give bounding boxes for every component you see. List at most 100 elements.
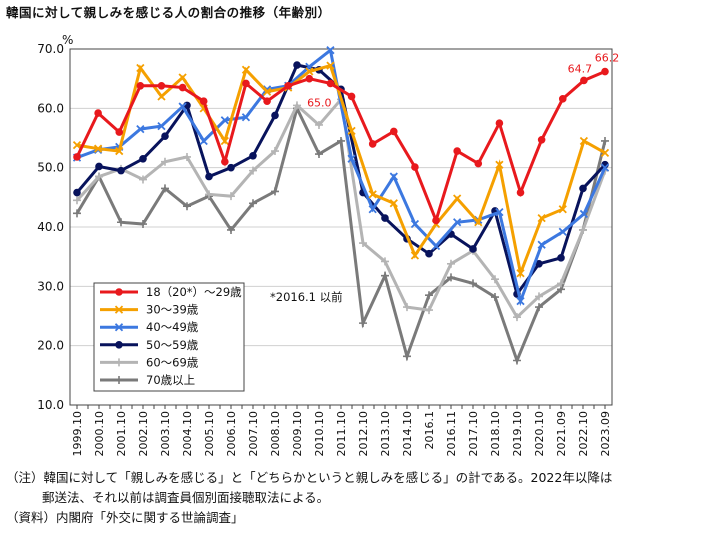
point-marker [447, 273, 455, 282]
y-axis-unit: % [62, 33, 73, 47]
x-tick-label: 2016.11 [445, 411, 458, 457]
point-marker [431, 241, 441, 251]
x-tick-label: 2003.10 [159, 411, 172, 457]
x-tick-label: 2002.10 [137, 411, 150, 457]
point-marker [241, 113, 251, 122]
x-tick-label: 2023.09 [599, 411, 612, 457]
point-marker [117, 166, 125, 175]
y-tick-label: 60.0 [37, 101, 64, 115]
point-marker [469, 279, 477, 288]
point-marker [95, 162, 103, 171]
legend-label: 30〜39歳 [146, 303, 199, 317]
point-marker [389, 199, 398, 208]
x-tick-label: 2004.10 [181, 411, 194, 457]
series-3 [72, 46, 610, 307]
series-group [72, 46, 610, 365]
point-marker [469, 245, 477, 253]
point-marker [271, 147, 279, 156]
data-label: 64.7 [568, 62, 593, 75]
point-marker [115, 341, 123, 349]
point-marker [161, 157, 169, 166]
point-marker [73, 153, 81, 161]
series-1 [73, 67, 609, 226]
x-tick-label: 2021.09 [555, 411, 568, 457]
point-marker [95, 172, 103, 181]
x-tick-label: 2019.10 [511, 411, 524, 457]
point-marker [557, 279, 565, 288]
point-marker [513, 356, 521, 365]
point-marker [513, 313, 521, 322]
x-tick-label: 2020.10 [533, 411, 546, 457]
point-marker [411, 163, 419, 171]
point-marker [241, 65, 251, 74]
point-marker [579, 136, 589, 146]
point-marker [537, 135, 546, 144]
point-marker [249, 199, 257, 208]
x-tick-label: 2006.10 [225, 411, 238, 457]
point-marker [242, 79, 250, 88]
point-marker [220, 116, 229, 125]
x-tick-label: 2016.1 [423, 411, 436, 450]
x-tick-label: 2007.10 [247, 411, 260, 457]
x-tick-label: 2010.10 [313, 411, 326, 457]
point-marker [601, 136, 609, 145]
point-marker [183, 152, 191, 161]
point-marker [114, 323, 124, 332]
legend-label: 70歳以上 [146, 373, 195, 387]
y-tick-label: 70.0 [37, 42, 64, 56]
point-marker [368, 205, 377, 214]
notes: （注）韓国に対して「親しみを感じる」と「どちらかというと親しみを感じる」の計であ… [6, 468, 612, 528]
point-marker [474, 218, 483, 227]
x-tick-label: 1999.10 [71, 411, 84, 457]
point-marker [139, 154, 147, 163]
x-tick-label: 2011.10 [335, 411, 348, 457]
x-tick-labels: 1999.10 2000.10 2001.10 2002.10 2003.10 2004.… [71, 411, 612, 457]
point-marker [557, 254, 565, 262]
point-marker [178, 102, 187, 111]
point-marker [263, 97, 271, 106]
legend-item: 50〜59歳 [100, 338, 199, 352]
y-tick-label: 50.0 [37, 161, 64, 175]
legend: 18（20*）〜29歳 30〜39歳 40〜49歳 50〜59歳 60〜69歳 70歳以上 [93, 282, 245, 392]
point-marker [139, 220, 147, 229]
point-marker [558, 205, 567, 214]
point-marker [516, 269, 525, 278]
x-tick-label: 2009.10 [291, 411, 304, 457]
y-tick-label: 20.0 [37, 339, 64, 353]
point-marker [326, 61, 335, 70]
y-tick-labels: 10.0 20.0 30.0 40.0 50.0 60.0 70.0 [37, 42, 64, 412]
point-marker [115, 288, 123, 296]
point-marker [136, 81, 145, 90]
legend-box [93, 282, 245, 392]
point-marker [73, 196, 81, 205]
point-marker [220, 136, 229, 146]
point-marker [579, 209, 589, 219]
point-marker [347, 126, 356, 136]
point-marker [579, 225, 587, 234]
point-marker [368, 190, 377, 199]
point-marker [227, 225, 235, 234]
point-marker [305, 74, 314, 83]
point-marker [453, 194, 462, 203]
x-tick-label: 2000.10 [93, 411, 106, 457]
x-tick-label: 2022.10 [577, 411, 590, 457]
point-marker [347, 154, 356, 163]
point-marker [368, 140, 377, 148]
axes [69, 48, 613, 409]
point-marker [115, 376, 123, 384]
point-marker [495, 208, 504, 217]
point-marker [447, 259, 455, 268]
point-marker [205, 172, 213, 181]
point-marker [558, 95, 567, 103]
point-marker [600, 148, 610, 157]
point-marker [495, 119, 504, 127]
point-marker [249, 166, 257, 175]
legend-label: 40〜49歳 [146, 320, 199, 334]
point-marker [157, 92, 166, 101]
point-marker [403, 303, 411, 312]
point-marker [537, 213, 546, 223]
point-marker [491, 293, 499, 302]
line-chart: 10.0 20.0 30.0 40.0 50.0 60.0 70.0 1999.10 2000… [37, 33, 619, 457]
point-marker [293, 101, 301, 110]
legend-item: 60〜69歳 [100, 355, 199, 369]
